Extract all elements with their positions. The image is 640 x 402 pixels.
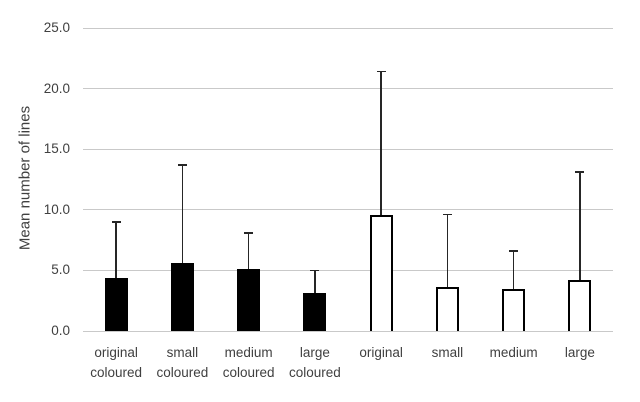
gridline — [83, 27, 613, 29]
bar-original-coloured — [104, 277, 128, 331]
error-bar — [579, 172, 581, 281]
y-axis-tick-label: 15.0 — [43, 141, 70, 157]
error-bar — [314, 270, 316, 294]
error-bar-cap — [310, 269, 320, 272]
x-axis-label: small — [431, 345, 464, 360]
x-axis-labels: original coloured small coloured medium colou… — [83, 343, 613, 383]
x-axis-label: large coloured — [288, 345, 341, 380]
error-bar-cap — [442, 213, 452, 216]
bar-small-coloured — [170, 263, 194, 331]
error-bar-cap — [244, 232, 254, 234]
bar-medium-coloured — [237, 269, 261, 331]
x-axis-label: original — [359, 345, 403, 360]
error-bar-cap — [509, 250, 519, 252]
gridline — [83, 330, 613, 332]
y-axis-tick-label: 0.0 — [51, 323, 70, 338]
gridline — [83, 209, 613, 211]
x-axis-label: medium coloured — [222, 345, 275, 380]
error-bar — [380, 71, 382, 215]
error-bar — [512, 251, 515, 289]
error-bar — [115, 221, 117, 278]
y-axis-tick-label: 25.0 — [43, 20, 70, 35]
error-bar — [247, 232, 250, 270]
y-axis-tick-label: 5.0 — [51, 262, 70, 278]
y-axis-ticks: 0.0 5.0 10.0 15.0 20.0 25.0 — [0, 20, 70, 338]
y-axis-tick-label: 20.0 — [43, 80, 70, 96]
x-axis-label: small coloured — [156, 345, 209, 380]
bar-large — [568, 280, 592, 331]
gridline — [83, 269, 613, 271]
error-bar-cap — [177, 164, 187, 166]
error-bar-cap — [575, 171, 585, 173]
x-axis-label: medium — [489, 345, 538, 360]
x-axis-label: original coloured — [90, 345, 143, 380]
gridline — [83, 88, 613, 90]
bar-large-coloured — [303, 293, 327, 331]
error-bar — [181, 164, 184, 264]
y-axis-tick-label: 10.0 — [43, 201, 70, 217]
plot-area — [83, 27, 613, 332]
gridline — [83, 148, 613, 150]
error-bar-cap — [111, 221, 121, 223]
bar-medium — [502, 288, 526, 331]
bar-original — [369, 214, 393, 331]
x-axis-label: large — [564, 345, 595, 360]
error-bar-cap — [376, 70, 386, 73]
bar-small — [435, 287, 459, 331]
error-bar — [446, 214, 449, 288]
